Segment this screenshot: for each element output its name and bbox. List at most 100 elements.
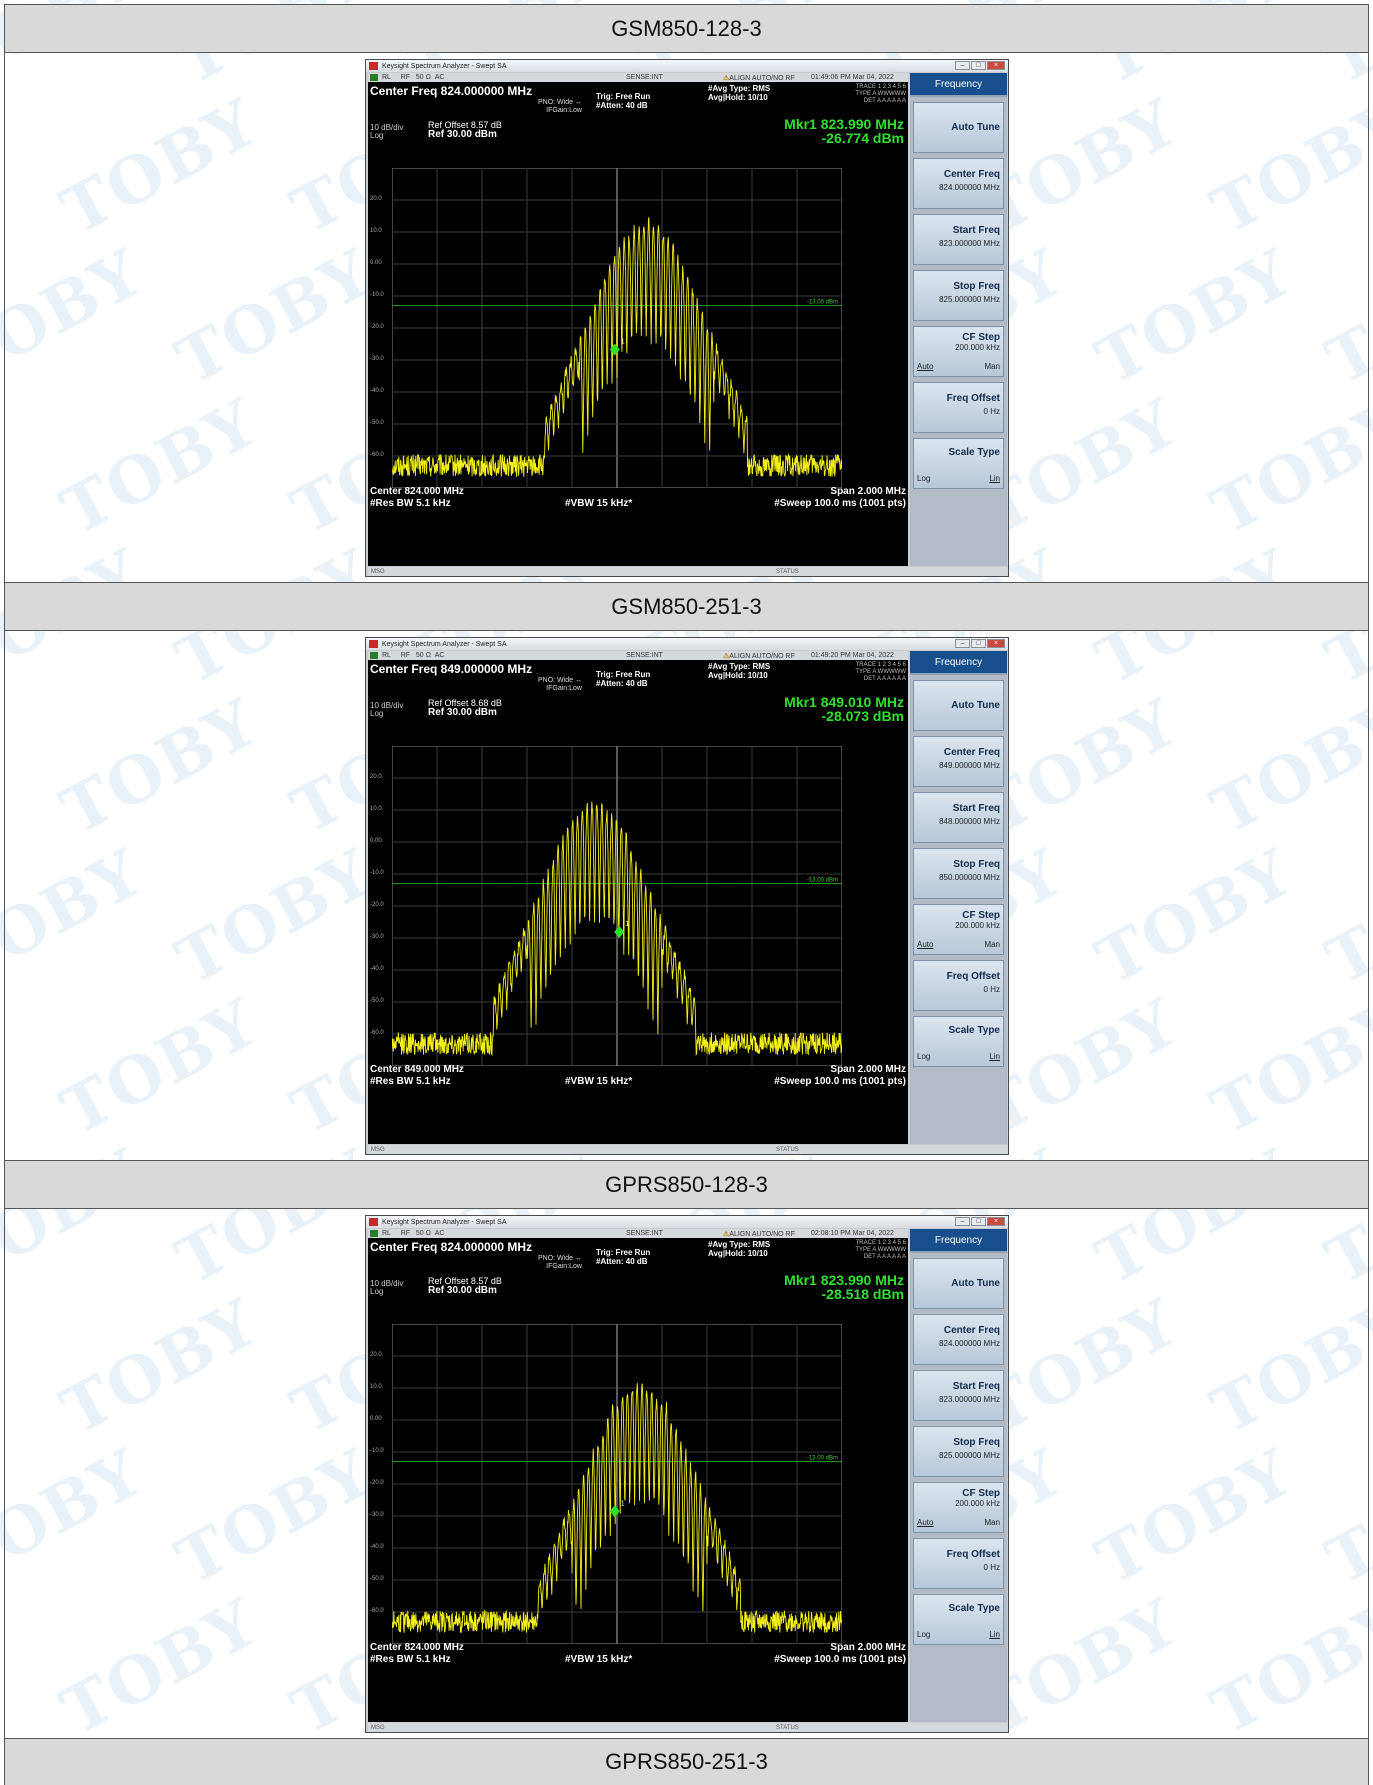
y-tick-label: -10.0 — [370, 870, 384, 876]
softkey-menu: Frequency Auto Tune Center Freq 824.00000… — [910, 73, 1007, 566]
stop-freq-button[interactable]: Stop Freq 825.000000 MHz — [913, 270, 1004, 321]
minimize-button[interactable]: – — [955, 1217, 970, 1226]
cf-step-button[interactable]: CF Step 200.000 kHz Auto Man — [913, 904, 1004, 955]
ref-offset: Ref Offset 8.68 dB Ref 30.00 dBm — [428, 698, 502, 718]
trigger-info: Trig: Free Run #Atten: 40 dB — [596, 1248, 651, 1266]
minimize-button[interactable]: – — [955, 61, 970, 70]
window-titlebar: Keysight Spectrum Analyzer - Swept SA – … — [366, 60, 1008, 72]
center-freq-header: Center Freq 824.000000 MHz — [370, 1240, 606, 1254]
minimize-button[interactable]: – — [955, 639, 970, 648]
spectrum-plot[interactable]: -13.00 dBm 1 — [392, 1324, 842, 1644]
status-line: RL RF 50 Ω AC SENSE:INT ⚠ALIGN AUTO/NO R… — [368, 73, 908, 82]
timestamp: 01:49:20 PM Mar 04, 2022 — [811, 652, 894, 659]
marker-1-label: 1 — [621, 339, 625, 346]
footer-vbw: #VBW 15 kHz* — [565, 1076, 633, 1087]
y-tick-label: -50.0 — [370, 1576, 384, 1582]
y-tick-label: 0.00 — [370, 1416, 382, 1422]
limit-label: -13.00 dBm — [807, 878, 838, 884]
y-tick-label: -10.0 — [370, 1448, 384, 1454]
freq-offset-button[interactable]: Freq Offset 0 Hz — [913, 1538, 1004, 1589]
cf-step-button[interactable]: CF Step 200.000 kHz Auto Man — [913, 326, 1004, 377]
marker-readout: Mkr1 849.010 MHz -28.073 dBm — [784, 694, 904, 724]
footer-span: Span 2.000 MHz — [830, 1064, 906, 1075]
y-tick-label: -40.0 — [370, 966, 384, 972]
status-line: RL RF 50 Ω AC SENSE:INT ⚠ALIGN AUTO/NO R… — [368, 1229, 908, 1238]
ref-offset: Ref Offset 8.57 dB Ref 30.00 dBm — [428, 1276, 502, 1296]
trace-info: TRACE 1 2 3 4 5 6 TYPE A WWWWW DET A A A A… — [855, 1240, 906, 1260]
close-button[interactable]: × — [987, 61, 1005, 70]
freq-offset-button[interactable]: Freq Offset 0 Hz — [913, 960, 1004, 1011]
cf-step-button[interactable]: CF Step 200.000 kHz Auto Man — [913, 1482, 1004, 1533]
maximize-button[interactable]: □ — [971, 1217, 986, 1226]
start-freq-button[interactable]: Start Freq 823.000000 MHz — [913, 214, 1004, 265]
spectrum-analyzer-window: Keysight Spectrum Analyzer - Swept SA – … — [365, 1215, 1009, 1733]
y-tick-label: 10.0 — [370, 806, 382, 812]
trigger-info: Trig: Free Run #Atten: 40 dB — [596, 670, 651, 688]
close-button[interactable]: × — [987, 639, 1005, 648]
footer-span: Span 2.000 MHz — [830, 1642, 906, 1653]
auto-tune-button[interactable]: Auto Tune — [913, 102, 1004, 153]
section-title: GSM850-251-3 — [4, 582, 1369, 630]
app-icon — [369, 1218, 378, 1226]
spectrum-svg: -13.00 dBm 1 — [392, 1324, 842, 1644]
menu-title: Frequency — [910, 73, 1007, 97]
stop-freq-button[interactable]: Stop Freq 825.000000 MHz — [913, 1426, 1004, 1477]
stop-freq-button[interactable]: Stop Freq 850.000000 MHz — [913, 848, 1004, 899]
footer-vbw: #VBW 15 kHz* — [565, 1654, 633, 1665]
y-tick-label: -40.0 — [370, 388, 384, 394]
section-body: Keysight Spectrum Analyzer - Swept SA – … — [4, 630, 1369, 1160]
spectrum-plot[interactable]: -13.00 dBm 1 — [392, 168, 842, 488]
average-info: #Avg Type: RMS Avg|Hold: 10/10 — [708, 84, 771, 102]
analyzer-screen: RL RF 50 Ω AC SENSE:INT ⚠ALIGN AUTO/NO R… — [368, 1229, 908, 1722]
y-tick-label: 20.0 — [370, 1352, 382, 1358]
freq-offset-button[interactable]: Freq Offset 0 Hz — [913, 382, 1004, 433]
pno-info: PNO: Wide ↔ IFGain:Low — [538, 99, 582, 114]
limit-label: -13.00 dBm — [807, 1456, 838, 1462]
footer-rbw: #Res BW 5.1 kHz — [370, 1654, 451, 1665]
average-info: #Avg Type: RMS Avg|Hold: 10/10 — [708, 1240, 771, 1258]
footer-center: Center 824.000 MHz — [370, 1642, 464, 1653]
softkey-menu: Frequency Auto Tune Center Freq 824.00000… — [910, 1229, 1007, 1722]
ref-offset: Ref Offset 8.57 dB Ref 30.00 dBm — [428, 120, 502, 140]
marker-1-label: 1 — [621, 1500, 625, 1507]
align-indicator: ⚠ALIGN AUTO/NO RF — [723, 1230, 795, 1238]
report-table: GSM850-128-3 Keysight Spectrum Analyzer … — [4, 4, 1369, 1785]
y-tick-label: 0.00 — [370, 260, 382, 266]
y-tick-label: -60.0 — [370, 1608, 384, 1614]
footer-vbw: #VBW 15 kHz* — [565, 498, 633, 509]
marker-1-diamond — [614, 925, 625, 938]
close-button[interactable]: × — [987, 1217, 1005, 1226]
pno-info: PNO: Wide ↔ IFGain:Low — [538, 1255, 582, 1270]
warning-icon: ⚠ — [723, 652, 730, 660]
y-tick-label: -20.0 — [370, 1480, 384, 1486]
message-bar: MSG STATUS — [368, 1723, 1008, 1732]
start-freq-button[interactable]: Start Freq 823.000000 MHz — [913, 1370, 1004, 1421]
scale-type-button[interactable]: Scale Type Log Lin — [913, 1594, 1004, 1645]
auto-tune-button[interactable]: Auto Tune — [913, 680, 1004, 731]
auto-tune-button[interactable]: Auto Tune — [913, 1258, 1004, 1309]
scale-info: 10 dB/div Log — [370, 1279, 404, 1296]
y-tick-label: -10.0 — [370, 292, 384, 298]
status-line: RL RF 50 Ω AC SENSE:INT ⚠ALIGN AUTO/NO R… — [368, 651, 908, 660]
footer-span: Span 2.000 MHz — [830, 486, 906, 497]
trace-1-line — [392, 1383, 842, 1633]
message-bar: MSG STATUS — [368, 1145, 1008, 1154]
scale-type-button[interactable]: Scale Type Log Lin — [913, 438, 1004, 489]
y-tick-label: -60.0 — [370, 452, 384, 458]
sweep-footer: Center 849.000 MHz Span 2.000 MHz #Res BW… — [370, 1064, 906, 1088]
center-freq-button[interactable]: Center Freq 849.000000 MHz — [913, 736, 1004, 787]
y-tick-label: -60.0 — [370, 1030, 384, 1036]
warning-icon: ⚠ — [723, 74, 730, 82]
spectrum-analyzer-window: Keysight Spectrum Analyzer - Swept SA – … — [365, 59, 1009, 577]
limit-label: -13.00 dBm — [807, 300, 838, 306]
maximize-button[interactable]: □ — [971, 61, 986, 70]
timestamp: 02:08:10 PM Mar 04, 2022 — [811, 1230, 894, 1237]
center-freq-button[interactable]: Center Freq 824.000000 MHz — [913, 1314, 1004, 1365]
marker-1-diamond — [609, 1505, 620, 1518]
scale-type-button[interactable]: Scale Type Log Lin — [913, 1016, 1004, 1067]
start-freq-button[interactable]: Start Freq 848.000000 MHz — [913, 792, 1004, 843]
trigger-info: Trig: Free Run #Atten: 40 dB — [596, 92, 651, 110]
maximize-button[interactable]: □ — [971, 639, 986, 648]
spectrum-plot[interactable]: -13.00 dBm 1 — [392, 746, 842, 1066]
center-freq-button[interactable]: Center Freq 824.000000 MHz — [913, 158, 1004, 209]
